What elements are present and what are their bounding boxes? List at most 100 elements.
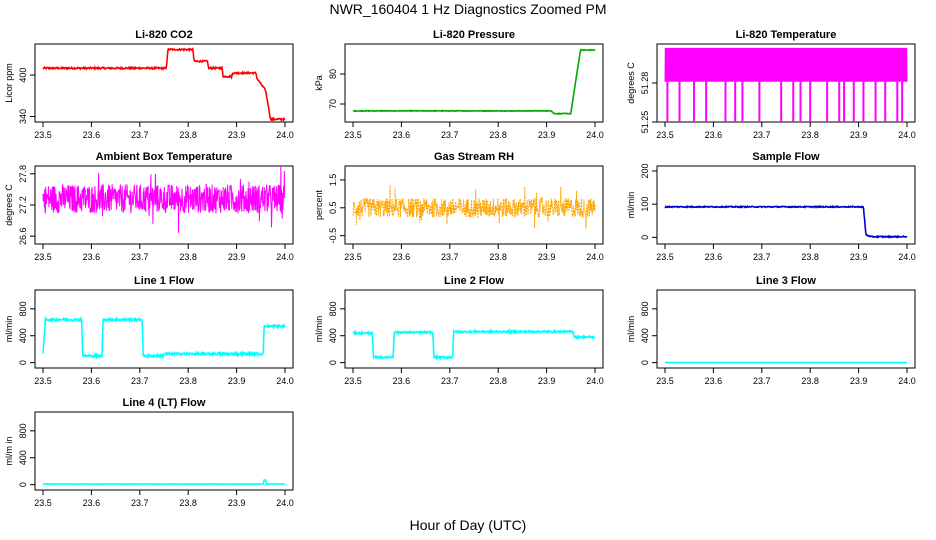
x-tick-label: 23.9 — [538, 376, 556, 386]
y-tick-label: 0 — [328, 360, 338, 365]
x-tick-label: 23.7 — [753, 376, 771, 386]
x-tick-label: 24.0 — [276, 252, 294, 262]
y-tick-label: 0 — [640, 235, 650, 240]
x-tick-label: 23.8 — [489, 130, 507, 140]
y-tick-label: 26.6 — [18, 227, 28, 245]
x-tick-label: 23.8 — [179, 252, 197, 262]
panel-line-1-flow: Line 1 Flow 23.5 23.6 23.7 23.8 23.9 24.0 0 400 8… — [4, 275, 294, 386]
y-tick-label: 400 — [328, 328, 338, 343]
x-tick-label: 23.9 — [538, 252, 556, 262]
panel-title: Line 2 Flow — [444, 275, 504, 287]
panel-title: Line 4 (LT) Flow — [123, 397, 206, 409]
y-tick-label: 400 — [18, 450, 28, 465]
x-tick-label: 23.9 — [538, 130, 556, 140]
y-axis-label: ml/min — [626, 192, 636, 219]
x-tick-label: 23.7 — [131, 498, 149, 508]
x-tick-label: 23.7 — [131, 252, 149, 262]
x-tick-label: 23.8 — [179, 498, 197, 508]
x-tick-label: 23.5 — [656, 252, 674, 262]
x-axis-label: Hour of Day (UTC) — [409, 517, 527, 533]
x-tick-label: 23.8 — [801, 130, 819, 140]
plot-frame — [34, 289, 294, 369]
x-tick-label: 23.7 — [131, 130, 149, 140]
y-axis-label: degrees C — [4, 184, 14, 226]
panel-li-820-temperature: Li-820 Temperature 23.5 23.6 23.7 23.8 23.9 24… — [626, 29, 916, 140]
panel-title: Li-820 Temperature — [736, 29, 837, 41]
y-tick-label: 800 — [18, 423, 28, 438]
y-tick-label: 100 — [640, 197, 650, 212]
panel-sample-flow: Sample Flow 23.5 23.6 23.7 23.8 23.9 24.0 0 100 2… — [626, 151, 916, 262]
x-tick-label: 23.6 — [393, 252, 411, 262]
panel-gas-stream-rh: Gas Stream RH 23.5 23.6 23.7 23.8 23.9 24.0 -0.… — [314, 151, 604, 262]
y-tick-label: 80 — [328, 69, 338, 79]
x-tick-label: 23.8 — [179, 130, 197, 140]
x-tick-label: 23.6 — [705, 376, 723, 386]
y-tick-label: 0.5 — [328, 202, 338, 215]
plot-frame — [656, 289, 916, 369]
x-tick-label: 24.0 — [586, 376, 604, 386]
panel-line-2-flow: Line 2 Flow 23.5 23.6 23.7 23.8 23.9 24.0 0 400 8… — [314, 275, 604, 386]
x-tick-label: 23.6 — [83, 376, 101, 386]
x-tick-label: 23.8 — [801, 376, 819, 386]
panel-title: Gas Stream RH — [434, 151, 514, 163]
panel-title: Sample Flow — [752, 151, 820, 163]
series-line — [352, 327, 596, 361]
panel-title: Li-820 CO2 — [135, 29, 192, 41]
x-tick-label: 23.9 — [228, 498, 246, 508]
x-tick-label: 23.7 — [131, 376, 149, 386]
series-line — [664, 47, 908, 82]
series-line — [664, 204, 908, 239]
x-tick-label: 23.7 — [441, 252, 459, 262]
y-axis-label: ml/min — [626, 316, 636, 343]
panel-li-820-co2: Li-820 CO2 23.5 23.6 23.7 23.8 23.9 24.0 340 400… — [4, 29, 294, 140]
y-axis-label: Licor ppm — [4, 63, 14, 103]
x-tick-label: 23.5 — [34, 498, 52, 508]
y-axis-label: ml/m in — [4, 437, 14, 466]
y-tick-label: 27.2 — [18, 196, 28, 214]
y-tick-label: 400 — [18, 68, 28, 83]
x-tick-label: 23.7 — [441, 130, 459, 140]
x-tick-label: 23.5 — [34, 252, 52, 262]
x-tick-label: 23.9 — [228, 252, 246, 262]
series-line — [352, 184, 596, 229]
figure-title: NWR_160404 1 Hz Diagnostics Zoomed PM — [329, 1, 607, 17]
y-tick-label: 400 — [18, 328, 28, 343]
y-tick-label: 1.5 — [328, 174, 338, 187]
x-tick-label: 23.9 — [228, 376, 246, 386]
plot-frame — [34, 411, 294, 491]
y-tick-label: 27.8 — [18, 165, 28, 183]
y-tick-label: 0 — [640, 360, 650, 365]
x-tick-label: 24.0 — [898, 130, 916, 140]
panel-li-820-pressure: Li-820 Pressure 23.5 23.6 23.7 23.8 23.9 24.0 7… — [314, 29, 604, 140]
y-tick-label: 0 — [18, 482, 28, 487]
panel-line-3-flow: Line 3 Flow 23.5 23.6 23.7 23.8 23.9 24.0 0 400 8… — [626, 275, 916, 386]
x-tick-label: 23.9 — [850, 130, 868, 140]
y-tick-label: 51.25 — [640, 111, 650, 134]
y-tick-label: 340 — [18, 109, 28, 124]
panel-title: Ambient Box Temperature — [96, 151, 233, 163]
x-tick-label: 23.5 — [344, 130, 362, 140]
plot-frame — [34, 43, 294, 123]
y-tick-label: 200 — [640, 163, 650, 178]
x-tick-label: 23.8 — [489, 376, 507, 386]
x-tick-label: 23.9 — [850, 252, 868, 262]
x-tick-label: 23.6 — [393, 130, 411, 140]
x-tick-label: 23.5 — [34, 130, 52, 140]
panel-title: Line 3 Flow — [756, 275, 816, 287]
x-tick-label: 23.6 — [705, 130, 723, 140]
y-tick-label: 800 — [328, 301, 338, 316]
x-tick-label: 23.7 — [753, 252, 771, 262]
x-tick-label: 23.6 — [705, 252, 723, 262]
panel-title: Li-820 Pressure — [433, 29, 515, 41]
y-tick-label: 800 — [18, 301, 28, 316]
series-line — [42, 166, 286, 233]
x-tick-label: 23.7 — [441, 376, 459, 386]
x-tick-label: 23.6 — [83, 130, 101, 140]
plot-frame — [344, 165, 604, 245]
x-tick-label: 23.6 — [393, 376, 411, 386]
x-tick-label: 23.8 — [489, 252, 507, 262]
x-tick-label: 24.0 — [276, 498, 294, 508]
x-tick-label: 24.0 — [276, 376, 294, 386]
y-tick-label: 800 — [640, 301, 650, 316]
